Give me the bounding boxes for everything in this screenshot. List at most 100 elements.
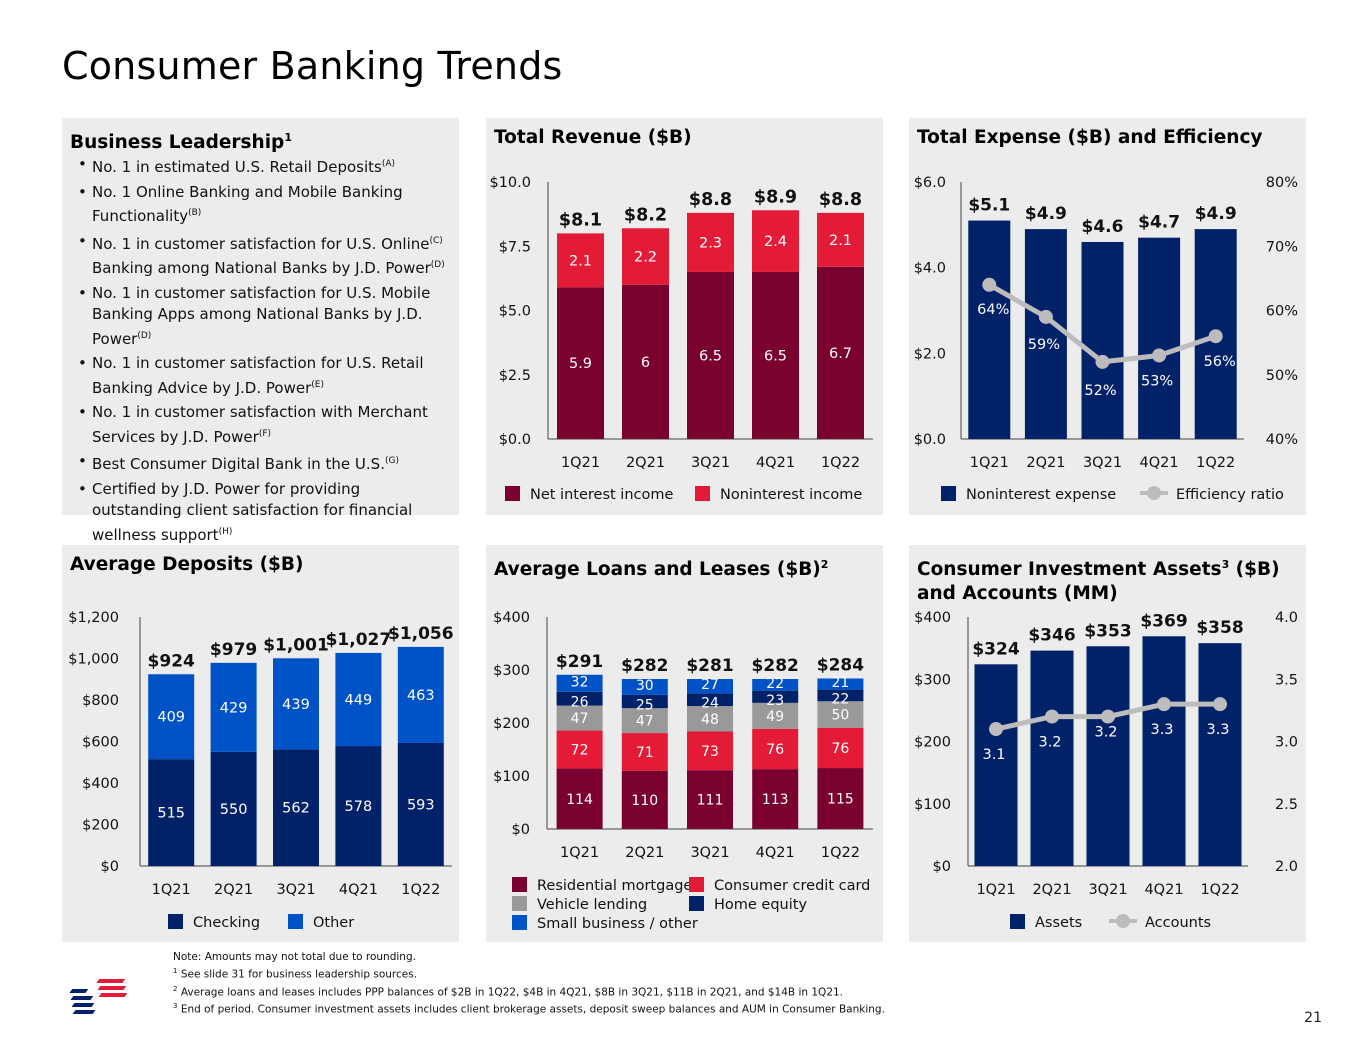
bar-value-label: 2.2	[634, 250, 657, 266]
x-tick-label: 1Q21	[560, 845, 599, 861]
bar	[974, 664, 1018, 866]
bar-segment	[622, 284, 669, 439]
bar-value-label: 6.5	[699, 348, 722, 364]
line-point	[989, 722, 1003, 737]
y-tick-label: $1,000	[68, 652, 119, 668]
bar-total-label: $8.8	[819, 190, 862, 210]
bar-value-label: 515	[157, 806, 185, 822]
bar	[1138, 237, 1181, 439]
bar-total-label: $1,001	[263, 635, 329, 655]
bar-total-label: $8.1	[559, 210, 602, 230]
legend-swatch	[512, 915, 527, 930]
y-tick-label: $0.0	[499, 432, 531, 448]
y2-tick-label: 60%	[1266, 304, 1298, 320]
revenue-chart: $0.0 $2.5 $5.0 $7.5 $10.0 5.9 2.1 $8.1 1Q21 6 2.2 $…	[489, 175, 873, 503]
legend-label: Consumer credit card	[714, 878, 870, 894]
bar-segment	[752, 690, 799, 703]
leadership-item: No. 1 in estimated U.S. Retail Deposits(…	[72, 154, 452, 179]
bar	[1198, 643, 1242, 866]
bar-segment	[556, 768, 603, 829]
legend-label: Other	[313, 915, 354, 931]
x-tick-label: 1Q22	[821, 455, 860, 471]
bar-segment	[148, 674, 195, 760]
bar-segment	[557, 287, 604, 439]
line-value-label: 59%	[1028, 337, 1060, 353]
bar-value-label: 49	[766, 709, 784, 725]
bar-value-label: 449	[345, 692, 373, 708]
footnote-0: Note: Amounts may not total due to round…	[173, 951, 416, 963]
bar-segment	[817, 768, 864, 829]
y2-tick-label: 4.0	[1275, 610, 1298, 626]
bar-value-label: 76	[831, 741, 849, 757]
bar-segment	[621, 708, 668, 734]
y-tick-label: $400	[82, 776, 119, 792]
bar-segment	[148, 759, 195, 866]
y-tick-label: $200	[82, 818, 119, 834]
legend-swatch	[168, 914, 183, 929]
y-tick-label: $0.0	[914, 432, 946, 448]
bar-value-label: $5.1	[968, 196, 1010, 216]
leadership-item: No. 1 in customer satisfaction for U.S. …	[72, 283, 452, 351]
line-point	[1045, 709, 1059, 724]
y2-tick-label: 80%	[1266, 175, 1298, 191]
bar-segment	[621, 679, 668, 695]
bar-segment	[687, 212, 734, 272]
y-tick-label: $600	[82, 735, 119, 751]
bar-total-label: $924	[148, 651, 195, 671]
bar-value-label: 21	[831, 675, 849, 691]
legend-label: Checking	[193, 915, 260, 931]
x-tick-label: 1Q22	[821, 845, 860, 861]
bar-segment	[817, 678, 864, 690]
bar-total-label: $284	[817, 655, 864, 675]
bar-value-label: 5.9	[569, 356, 592, 372]
x-tick-label: 1Q21	[976, 882, 1015, 898]
bar-value-label: 439	[282, 697, 310, 713]
legend-label: Accounts	[1145, 915, 1211, 931]
bar-value-label: 409	[157, 710, 185, 726]
line-point	[1038, 309, 1053, 324]
bar-value-label: 550	[220, 802, 248, 818]
line-point	[982, 277, 997, 292]
bar-segment	[752, 702, 799, 729]
x-tick-label: 4Q21	[1144, 882, 1183, 898]
y-tick-label: $4.0	[914, 261, 946, 277]
bar-total-label: $291	[556, 652, 603, 672]
bar-value-label: $358	[1196, 618, 1243, 638]
x-tick-label: 2Q21	[1026, 455, 1065, 471]
bar-value-label: 47	[571, 711, 589, 727]
bar-value-label: 72	[571, 743, 589, 759]
bar-value-label: $4.7	[1138, 213, 1180, 233]
bar-segment	[621, 694, 668, 709]
expense-chart: $0.0 $2.0 $4.0 $6.0 40% 50% 60% 70% 80% $5.1 1Q21 $…	[914, 175, 1298, 503]
y-tick-label: $7.5	[499, 239, 531, 255]
bar-segment	[556, 730, 603, 769]
legend-swatch	[505, 486, 520, 501]
bar-segment	[687, 693, 733, 707]
line-value-label: 3.2	[1094, 725, 1117, 741]
revenue-panel: Total Revenue ($B) $0.0 $2.5 $5.0 $7.5 $10.0…	[486, 118, 883, 515]
y-tick-label: $1,200	[68, 610, 119, 626]
x-tick-label: 1Q21	[561, 455, 600, 471]
bar-segment	[210, 751, 257, 866]
bar-segment	[687, 706, 733, 732]
bar-value-label: $4.9	[1195, 204, 1237, 224]
bar-segment	[273, 658, 319, 750]
bar-segment	[557, 233, 604, 288]
bar-value-label: $4.9	[1025, 204, 1067, 224]
deposits-chart: $0 $200 $400 $600 $800 $1,000 $1,200 515 409 $924…	[68, 610, 454, 931]
bar-segment	[687, 770, 733, 829]
legend-swatch	[512, 877, 527, 892]
y-tick-label: $0	[512, 822, 530, 838]
y2-tick-label: 70%	[1266, 239, 1298, 255]
bar	[1142, 636, 1186, 866]
line-point	[1101, 709, 1115, 724]
y-tick-label: $100	[914, 797, 951, 813]
bar-total-label: $8.9	[754, 187, 797, 207]
bar-value-label: 593	[407, 797, 435, 813]
bar-total-label: $281	[686, 656, 733, 676]
legend-marker	[1116, 914, 1130, 928]
bar-value-label: 114	[566, 792, 593, 808]
bar-total-label: $1,056	[388, 624, 454, 644]
bar-value-label: $353	[1084, 621, 1131, 641]
legend-label: Home equity	[714, 897, 807, 913]
